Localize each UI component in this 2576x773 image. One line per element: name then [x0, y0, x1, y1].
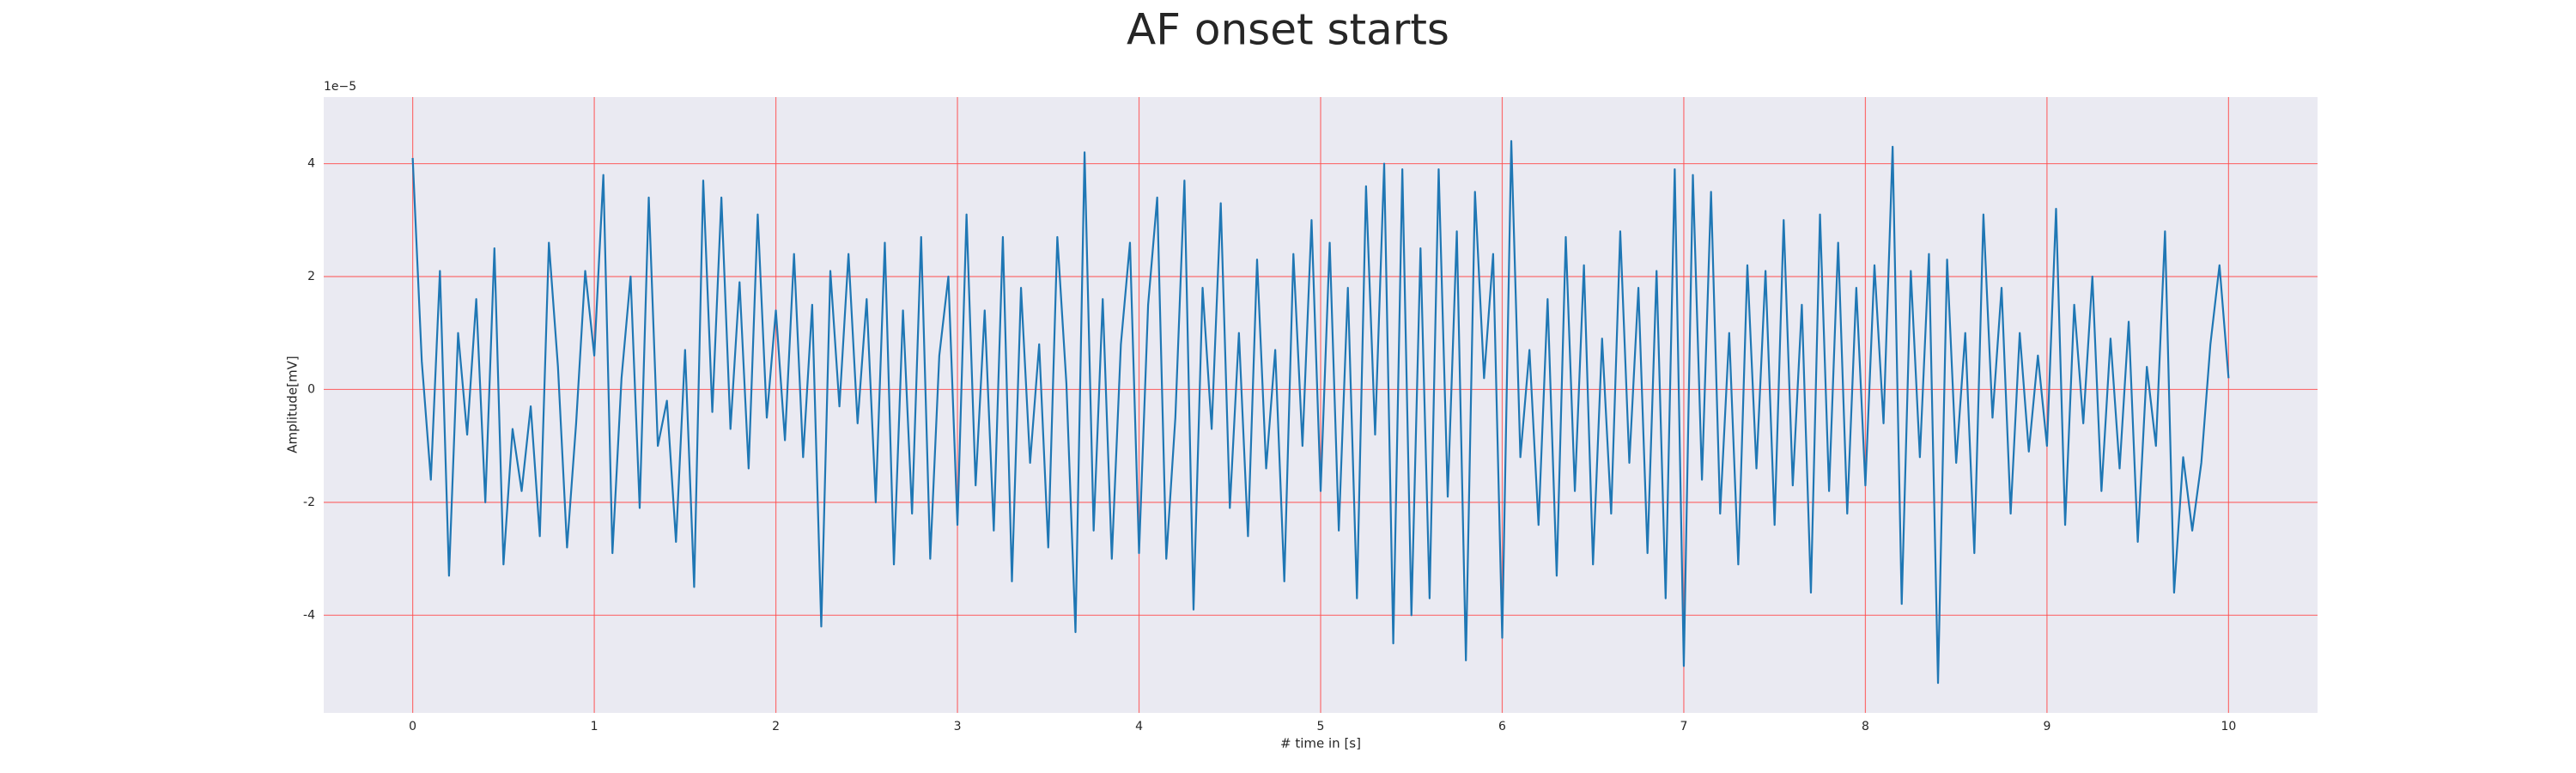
y-tick-label: 0 — [307, 382, 315, 396]
x-axis-label: # time in [s] — [1280, 736, 1361, 752]
y-offset-label: 1e−5 — [324, 80, 356, 94]
x-tick-label: 7 — [1680, 720, 1687, 733]
y-tick-label: 4 — [307, 157, 315, 171]
x-tick-label: 6 — [1498, 720, 1506, 733]
x-tick-label: 8 — [1862, 720, 1869, 733]
x-tick-label: 9 — [2043, 720, 2050, 733]
y-tick-label: -4 — [303, 608, 315, 622]
x-tick-label: 2 — [772, 720, 780, 733]
x-tick-label: 10 — [2221, 720, 2236, 733]
x-tick-label: 1 — [591, 720, 598, 733]
x-tick-label: 5 — [1317, 720, 1325, 733]
x-tick-label: 0 — [409, 720, 416, 733]
y-axis-label: Amplitude[mV] — [285, 356, 301, 453]
y-tick-label: -2 — [303, 496, 315, 509]
x-tick-label: 4 — [1135, 720, 1143, 733]
x-tick-label: 3 — [954, 720, 962, 733]
signal-line — [411, 140, 2230, 685]
chart-title: AF onset starts — [1127, 5, 1449, 55]
y-tick-label: 2 — [307, 270, 315, 283]
